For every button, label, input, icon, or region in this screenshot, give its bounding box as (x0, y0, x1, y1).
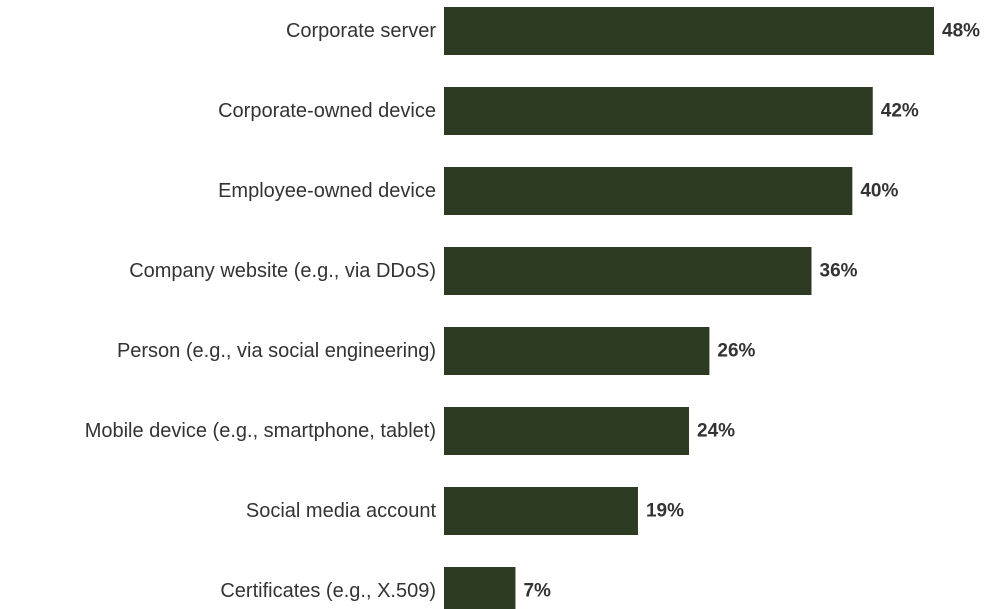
value-label: 40% (860, 181, 898, 202)
category-label: Corporate-owned device (218, 100, 436, 122)
bar (444, 87, 873, 135)
category-label: Mobile device (e.g., smartphone, tablet) (85, 420, 436, 442)
bar (444, 7, 934, 55)
category-label: Social media account (246, 500, 437, 522)
category-label: Company website (e.g., via DDoS) (129, 260, 436, 282)
value-label: 7% (523, 581, 551, 602)
category-labels: Corporate server Corporate-owned device Em… (85, 20, 437, 602)
category-label: Employee-owned device (218, 180, 436, 202)
value-label: 42% (881, 101, 919, 122)
value-label: 19% (646, 501, 684, 522)
bar (444, 167, 853, 215)
bar (444, 487, 638, 535)
value-label: 26% (717, 341, 755, 362)
bar (444, 567, 516, 609)
bar (444, 327, 710, 375)
bars (444, 7, 934, 609)
value-label: 36% (820, 261, 858, 282)
category-label: Corporate server (286, 20, 436, 42)
value-labels: 48% 42% 40% 36% 26% 24% 19% 7% (523, 21, 980, 602)
bar (444, 407, 689, 455)
bar (444, 247, 812, 295)
category-label: Certificates (e.g., X.509) (220, 580, 436, 602)
value-label: 24% (697, 421, 735, 442)
category-label: Person (e.g., via social engineering) (117, 340, 436, 362)
value-label: 48% (942, 21, 980, 42)
